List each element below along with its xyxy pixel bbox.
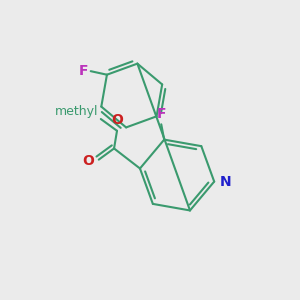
Text: F: F (78, 64, 88, 78)
Text: F: F (157, 107, 166, 121)
Text: O: O (112, 113, 124, 127)
Text: N: N (220, 175, 231, 189)
Text: methyl: methyl (55, 104, 98, 118)
Text: O: O (82, 154, 94, 168)
